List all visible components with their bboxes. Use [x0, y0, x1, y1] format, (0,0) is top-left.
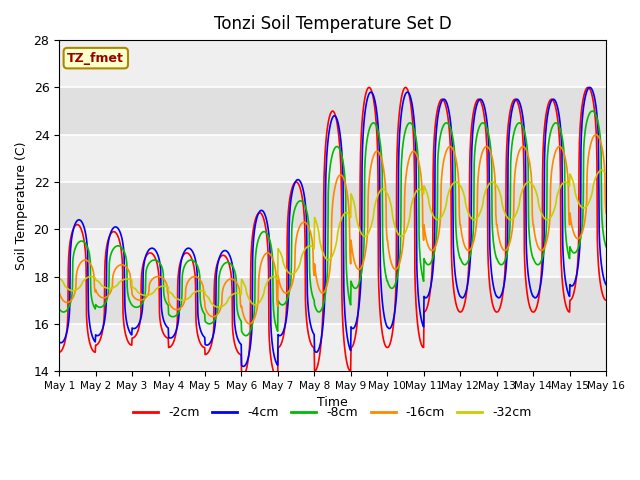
-32cm — [538, 210, 545, 216]
-2cm — [177, 258, 184, 264]
-4cm — [602, 282, 610, 288]
-2cm — [55, 349, 63, 355]
-8cm — [238, 329, 246, 335]
-4cm — [239, 363, 247, 369]
Line: -8cm: -8cm — [59, 111, 606, 336]
-16cm — [177, 305, 184, 311]
-8cm — [538, 258, 545, 264]
-8cm — [55, 306, 63, 312]
Y-axis label: Soil Temperature (C): Soil Temperature (C) — [15, 142, 28, 270]
-2cm — [538, 268, 545, 274]
-32cm — [418, 188, 426, 193]
-4cm — [490, 282, 497, 288]
-4cm — [164, 324, 172, 330]
-4cm — [418, 318, 426, 324]
-8cm — [177, 303, 184, 309]
-16cm — [602, 210, 610, 216]
-16cm — [164, 289, 172, 295]
-32cm — [164, 284, 172, 289]
-2cm — [602, 297, 610, 303]
-16cm — [418, 181, 426, 187]
-32cm — [490, 179, 497, 185]
-2cm — [164, 335, 172, 341]
-32cm — [598, 167, 605, 173]
-32cm — [602, 171, 610, 177]
Text: TZ_fmet: TZ_fmet — [67, 52, 124, 65]
-16cm — [238, 306, 246, 312]
Title: Tonzi Soil Temperature Set D: Tonzi Soil Temperature Set D — [214, 15, 451, 33]
Bar — [59, 40, 606, 87]
-8cm — [589, 108, 596, 114]
-32cm — [215, 304, 223, 310]
-32cm — [239, 277, 246, 283]
Bar — [59, 135, 606, 182]
-16cm — [592, 132, 600, 138]
-2cm — [490, 303, 497, 309]
-16cm — [490, 160, 497, 166]
-4cm — [586, 84, 593, 90]
-16cm — [246, 321, 253, 327]
-16cm — [538, 248, 545, 253]
Legend: -2cm, -4cm, -8cm, -16cm, -32cm: -2cm, -4cm, -8cm, -16cm, -32cm — [129, 401, 537, 424]
-2cm — [418, 343, 426, 348]
Bar — [59, 324, 606, 371]
-8cm — [490, 237, 497, 243]
-32cm — [55, 275, 63, 281]
Line: -4cm: -4cm — [59, 87, 606, 366]
-8cm — [164, 301, 172, 307]
-8cm — [602, 244, 610, 250]
Line: -2cm: -2cm — [59, 87, 606, 378]
-16cm — [55, 289, 63, 295]
Line: -16cm: -16cm — [59, 135, 606, 324]
-4cm — [55, 339, 63, 345]
-32cm — [177, 297, 184, 303]
Bar — [59, 229, 606, 276]
-4cm — [538, 276, 545, 282]
-2cm — [584, 84, 591, 90]
-4cm — [238, 363, 246, 369]
Line: -32cm: -32cm — [59, 170, 606, 307]
-2cm — [237, 375, 245, 381]
-2cm — [239, 375, 246, 381]
-4cm — [177, 261, 184, 266]
-8cm — [242, 333, 250, 338]
X-axis label: Time: Time — [317, 396, 348, 409]
-8cm — [418, 269, 426, 275]
